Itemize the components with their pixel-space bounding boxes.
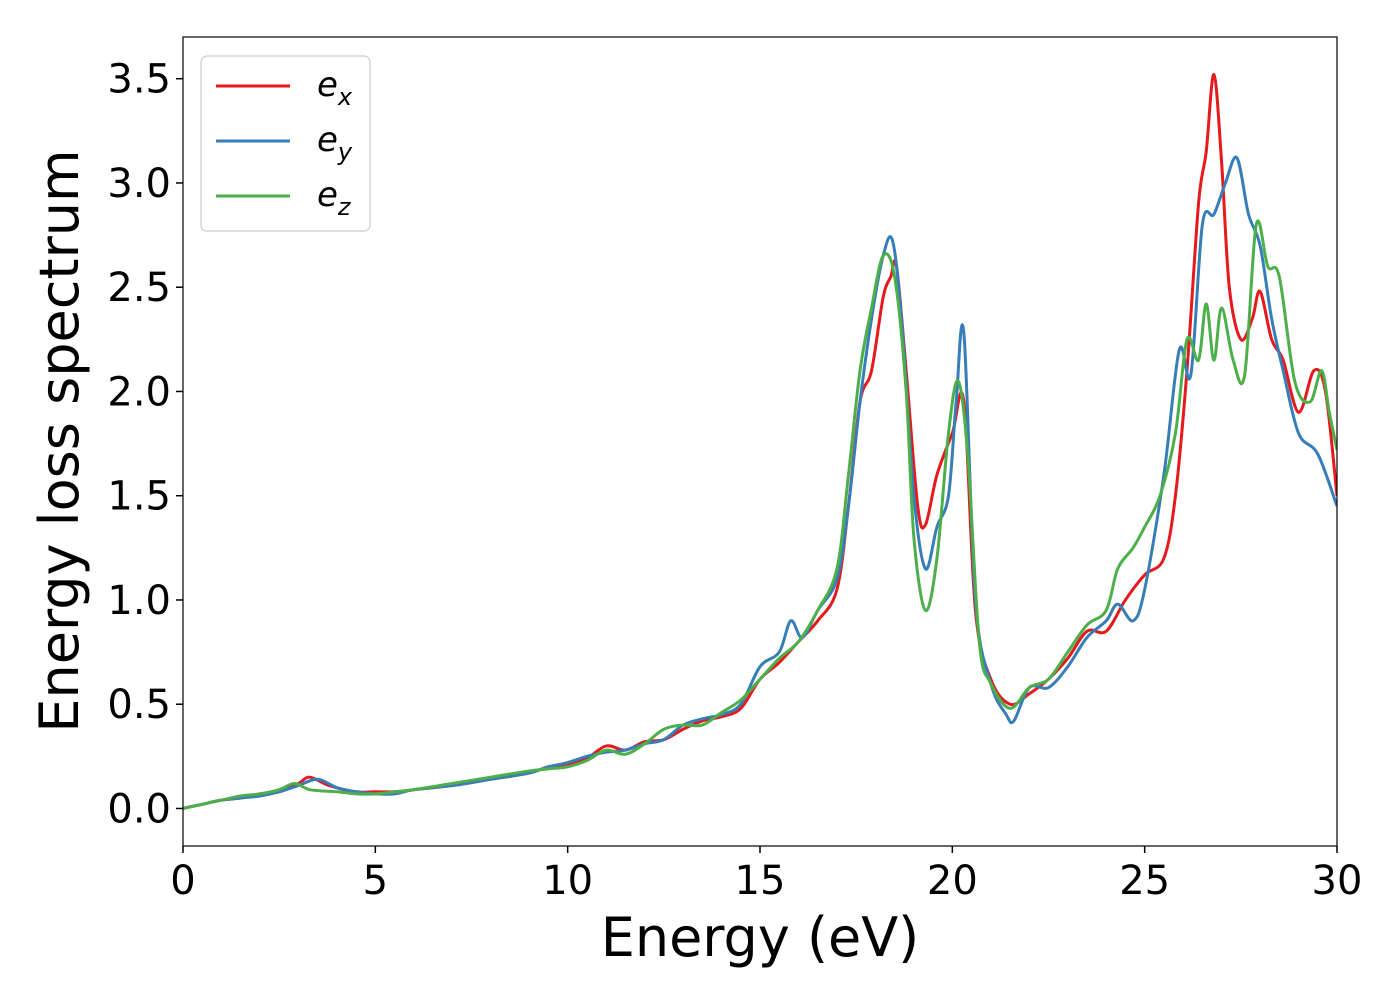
x-axis-title: Energy (eV) [601,906,920,969]
series-layer [183,73,1337,810]
y-tick-label: 3.5 [107,57,171,103]
x-tick-label: 5 [363,858,388,904]
y-tick-label: 1.5 [107,474,171,520]
x-tick-label: 15 [735,858,786,904]
x-tick-label: 20 [927,858,978,904]
y-tick-label: 1.0 [107,578,171,624]
legend: ex ey ez [200,55,371,232]
y-tick-label: 3.0 [107,161,171,207]
y-tick-label: 2.5 [107,265,171,311]
series-line-z [183,219,1337,810]
x-tick-label: 25 [1119,858,1170,904]
legend-label-y: ey [317,120,353,166]
x-tick-label: 0 [170,858,195,904]
y-tick-label: 2.0 [107,369,171,415]
x-tick-label: 10 [542,858,593,904]
legend-label-x: ex [317,65,353,111]
legend-label-z: ez [317,175,352,221]
legend-box [200,55,371,232]
y-tick-label: 0.5 [107,682,171,728]
y-axis-title: Energy loss spectrum [28,149,91,732]
plot-background [183,37,1337,846]
x-tick-label: 30 [1312,858,1363,904]
y-axis: 0.0 0.5 1.0 1.5 2.0 2.5 3.0 3.5 [107,57,183,832]
y-tick-label: 0.0 [107,786,171,832]
x-axis: 0 5 10 15 20 25 30 [170,846,1362,904]
